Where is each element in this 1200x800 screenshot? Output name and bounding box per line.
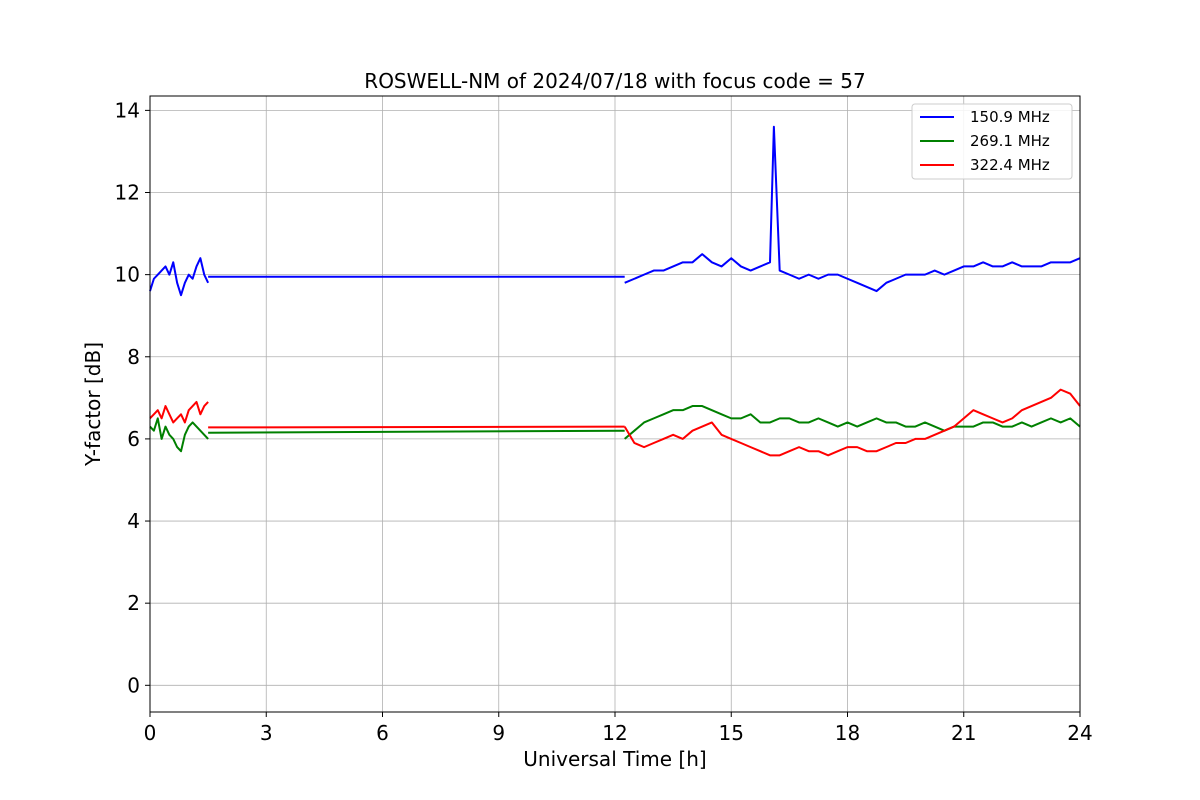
series-line (149, 257, 210, 297)
x-axis-ticks: 0 3 6 9 12 15 18 21 24 (144, 712, 1093, 745)
x-axis-label: Universal Time [h] (523, 747, 706, 771)
x-tick-label: 3 (260, 721, 273, 745)
series-1 (149, 405, 1081, 453)
series-line (624, 405, 1081, 440)
series-line (208, 425, 625, 429)
legend-label: 322.4 MHz (970, 156, 1050, 174)
x-tick-label: 15 (719, 721, 744, 745)
x-tick-label: 9 (492, 721, 505, 745)
y-tick-label: 4 (127, 509, 140, 533)
series-line (149, 400, 209, 424)
series-line (208, 429, 625, 434)
y-tick-label: 12 (115, 181, 140, 205)
y-axis-label: Y-factor [dB] (81, 342, 105, 467)
chart-title: ROSWELL-NM of 2024/07/18 with focus code… (364, 69, 865, 93)
y-tick-label: 6 (127, 427, 140, 451)
x-tick-label: 18 (835, 721, 860, 745)
series-line (149, 417, 209, 453)
x-tick-label: 21 (951, 721, 976, 745)
y-axis-ticks: 0 2 4 6 8 10 12 14 (115, 98, 150, 697)
y-tick-label: 8 (127, 345, 140, 369)
legend-box (911, 103, 1073, 180)
x-tick-label: 0 (144, 721, 157, 745)
series-2 (149, 388, 1081, 457)
y-tick-label: 2 (127, 591, 140, 615)
series-line (623, 388, 1081, 457)
y-tick-label: 0 (127, 673, 140, 697)
legend-label: 150.9 MHz (970, 108, 1050, 126)
series-lines (149, 125, 1081, 457)
x-tick-label: 24 (1067, 721, 1092, 745)
x-tick-label: 12 (602, 721, 627, 745)
legend: 150.9 MHz 269.1 MHz 322.4 MHz (911, 103, 1073, 180)
y-tick-label: 10 (115, 263, 140, 287)
legend-label: 269.1 MHz (970, 132, 1050, 150)
y-tick-label: 14 (115, 98, 140, 122)
series-line (624, 125, 1081, 293)
series-0 (149, 125, 1081, 297)
x-tick-label: 6 (376, 721, 389, 745)
